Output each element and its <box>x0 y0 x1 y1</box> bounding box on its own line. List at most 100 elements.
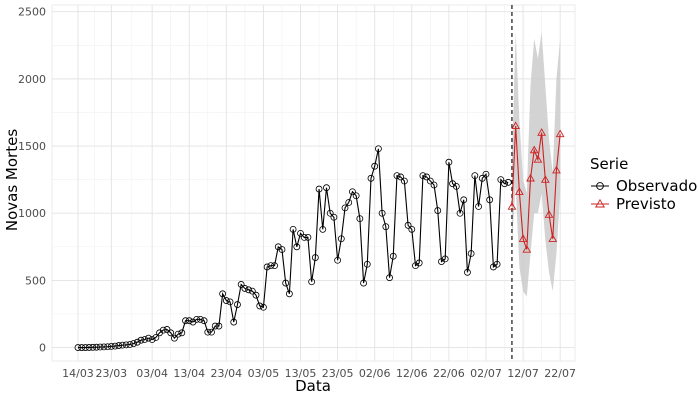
data-point-previsto <box>544 210 554 218</box>
data-point-observado <box>74 344 82 351</box>
data-point-observado <box>334 256 342 264</box>
data-point-observado <box>93 343 100 351</box>
data-point-observado <box>230 318 238 326</box>
data-point-observado <box>174 330 182 338</box>
data-point-observado <box>133 338 141 346</box>
series-layer <box>74 121 565 351</box>
minor-gridlines <box>51 4 576 362</box>
data-point-observado <box>360 279 367 287</box>
data-point-observado <box>85 344 93 351</box>
data-point-observado <box>300 234 308 241</box>
data-point-observado <box>386 274 393 282</box>
data-point-observado <box>352 192 360 200</box>
data-point-observado <box>456 209 464 217</box>
data-point-observado <box>211 322 219 330</box>
data-point-observado <box>271 262 278 270</box>
data-point-observado <box>378 209 386 217</box>
major-gridlines <box>52 5 575 361</box>
data-point-observado <box>311 254 319 261</box>
data-point-observado <box>330 213 338 221</box>
data-point-observado <box>434 207 442 214</box>
data-point-observado <box>285 290 293 298</box>
y-axis-title: Novas Mortes <box>3 129 21 231</box>
legend-item-previsto: Previsto <box>591 195 676 213</box>
data-point-observado <box>234 301 241 308</box>
prediction-interval-band <box>511 31 561 297</box>
data-point-observado <box>478 174 486 182</box>
data-point-observado <box>397 173 405 181</box>
data-point-observado <box>452 182 460 190</box>
data-point-observado <box>304 234 312 241</box>
data-point-observado <box>501 180 508 188</box>
data-point-previsto <box>548 234 558 242</box>
legend-title: Serie <box>590 155 628 173</box>
data-point-observado <box>404 221 412 229</box>
plot-panel-border <box>51 4 576 362</box>
data-point-previsto <box>533 154 543 163</box>
data-point-previsto <box>514 187 524 195</box>
data-point-observado <box>267 262 275 270</box>
x-tick-label: 03/04 <box>136 367 168 380</box>
legend-key-observado-marker <box>596 182 604 190</box>
x-tick-label: 23/04 <box>210 367 242 380</box>
data-point-observado <box>337 235 345 243</box>
data-point-observado <box>278 246 286 253</box>
data-point-observado <box>326 209 334 217</box>
data-point-observado <box>260 303 267 311</box>
data-point-observado <box>356 215 364 223</box>
data-point-observado <box>241 285 249 292</box>
x-tick-label: 22/07 <box>544 367 576 380</box>
legend-item-observado: Observado <box>591 177 697 195</box>
data-point-observado <box>145 334 152 342</box>
data-point-observado <box>493 260 501 268</box>
series-line-previsto <box>511 125 561 250</box>
prediction-interval-area <box>511 31 561 297</box>
x-tick-label: 13/05 <box>285 367 317 380</box>
x-tick-labels: 14/03 23/03 03/04 13/04 23/04 03/05 13/05 23/05… <box>62 367 576 380</box>
data-point-observado <box>319 225 327 233</box>
data-point-observado <box>126 341 134 348</box>
data-point-observado <box>441 255 449 263</box>
data-point-previsto <box>507 202 517 210</box>
data-point-observado <box>248 287 256 295</box>
data-point-observado <box>415 259 423 267</box>
data-point-observado <box>100 343 108 351</box>
data-point-observado <box>400 177 408 185</box>
data-point-observado <box>78 344 86 351</box>
data-point-observado <box>104 343 112 351</box>
data-point-observado <box>130 340 138 347</box>
data-point-observado <box>159 326 167 334</box>
data-point-observado <box>423 173 431 181</box>
data-point-observado <box>426 177 434 185</box>
data-point-observado <box>475 203 482 210</box>
data-point-observado <box>215 322 223 330</box>
data-point-observado <box>89 343 97 351</box>
data-point-previsto <box>526 173 535 182</box>
data-point-observado <box>222 297 230 304</box>
data-point-observado <box>148 336 156 343</box>
data-point-previsto <box>540 175 550 183</box>
y-tick-labels: 0 500 1000 1500 2000 2500 <box>18 6 46 355</box>
data-point-observado <box>111 342 119 350</box>
data-point-observado <box>167 329 175 337</box>
data-point-observado <box>219 290 227 298</box>
data-point-observado <box>460 196 468 204</box>
data-point-observado <box>200 317 208 325</box>
data-point-previsto <box>518 234 528 242</box>
data-point-observado <box>245 286 252 294</box>
y-tick-label: 1000 <box>18 207 46 220</box>
data-point-observado <box>464 268 471 276</box>
data-point-observado <box>349 188 356 196</box>
x-tick-label: 14/03 <box>62 367 94 380</box>
x-tick-label: 12/07 <box>507 367 539 380</box>
data-point-observado <box>341 204 349 212</box>
data-point-observado <box>141 336 149 343</box>
data-point-observado <box>115 342 123 349</box>
data-point-previsto <box>552 165 561 174</box>
data-point-observado <box>497 176 505 184</box>
data-point-observado <box>367 174 375 182</box>
legend-label-previsto: Previsto <box>616 195 676 213</box>
data-point-observado <box>178 329 186 337</box>
legend-key-previsto-marker <box>595 198 605 208</box>
data-point-observado <box>382 223 390 231</box>
